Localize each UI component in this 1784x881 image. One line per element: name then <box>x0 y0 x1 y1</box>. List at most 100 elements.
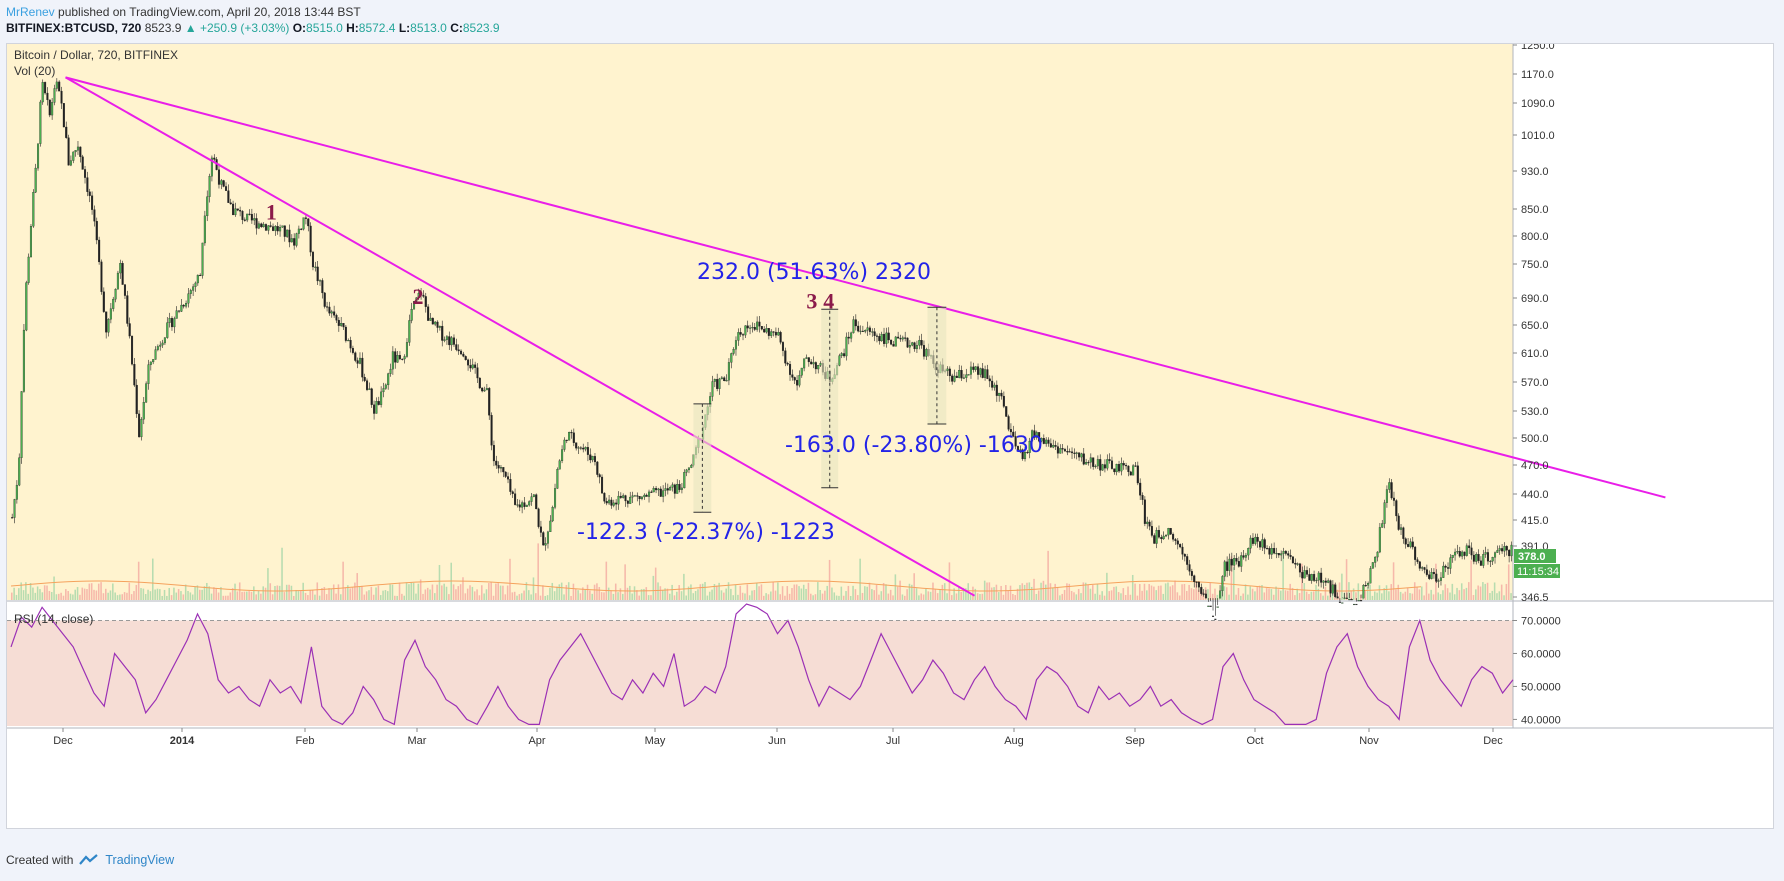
candle-body <box>972 366 975 370</box>
candle-body <box>1099 459 1102 471</box>
candle-body <box>11 517 14 519</box>
candle-body <box>800 367 803 376</box>
candle-body <box>1068 451 1071 453</box>
volume-bar <box>499 585 502 600</box>
volume-indicator-title: Vol (20) <box>14 64 55 78</box>
volume-bar <box>1023 584 1026 600</box>
volume-bar <box>734 584 737 600</box>
candle-body <box>1026 452 1029 454</box>
trendlines[interactable] <box>65 76 1666 597</box>
candle-body <box>1014 436 1017 447</box>
volume-bar <box>1120 593 1122 600</box>
candle-body <box>1449 557 1452 569</box>
volume-bar <box>1446 588 1449 600</box>
volume-bar <box>770 591 772 600</box>
measurements[interactable]: -122.3 (-22.37%) -1223 232.0 (51.63%) 232… <box>577 260 1043 545</box>
volume-bar <box>1319 593 1322 600</box>
candle-body <box>1428 574 1431 579</box>
volume-bar <box>1477 585 1479 600</box>
candle-body <box>13 499 16 518</box>
candle-body <box>377 401 380 405</box>
chart-frame[interactable]: -122.3 (-22.37%) -1223 232.0 (51.63%) 232… <box>6 43 1774 829</box>
candle-body <box>1242 555 1245 558</box>
volume-bar <box>485 589 488 600</box>
candle-body <box>382 388 385 393</box>
volume-bar <box>1146 590 1148 600</box>
candle-body <box>1160 537 1163 540</box>
price-chart[interactable]: -122.3 (-22.37%) -1223 232.0 (51.63%) 232… <box>7 44 1773 828</box>
candle-body <box>589 454 592 461</box>
candle-body <box>354 352 357 361</box>
candle-body <box>1282 551 1285 554</box>
candle-body <box>412 301 416 310</box>
candle-body <box>131 335 134 365</box>
volume-bar <box>65 589 67 600</box>
volume-bar <box>1378 585 1381 600</box>
volume-bar <box>513 591 516 600</box>
volume-bar <box>1221 586 1223 600</box>
volume-bar <box>260 593 262 600</box>
candle-body <box>1378 527 1381 553</box>
volume-bar <box>1439 594 1442 600</box>
volume-bar <box>1463 589 1465 600</box>
candle-body <box>351 347 354 353</box>
volume-bar <box>925 588 927 600</box>
candle-body <box>490 415 493 446</box>
tradingview-brand[interactable]: TradingView <box>105 853 175 867</box>
candle-body <box>1477 554 1480 561</box>
candle-body <box>521 502 524 508</box>
volume-bar <box>629 585 631 600</box>
volume-bar <box>36 586 39 600</box>
volume-bar <box>1143 583 1146 600</box>
candle-body <box>1486 552 1489 562</box>
candle-body <box>1042 438 1045 444</box>
volume-bar <box>1390 584 1392 600</box>
candle-body <box>112 298 115 309</box>
candle-body <box>629 496 632 504</box>
volume-bar <box>196 585 199 600</box>
volume-bar <box>302 582 304 600</box>
candle-body <box>166 322 169 338</box>
volume-bar <box>20 582 22 600</box>
volume-bar <box>929 591 932 600</box>
candle-body <box>483 389 486 392</box>
candle-body <box>544 543 547 546</box>
volume-bar <box>351 587 354 600</box>
volume-bar <box>1106 572 1108 600</box>
candle-body <box>1414 546 1417 560</box>
candle-body <box>570 432 573 434</box>
volume-bar <box>889 589 892 600</box>
author-link[interactable]: MrRenev <box>6 5 55 19</box>
volume-bar <box>1341 573 1343 600</box>
volume-bar <box>1047 550 1049 600</box>
candle-body <box>817 365 820 370</box>
volume-bar <box>998 592 1000 600</box>
volume-bar <box>459 584 462 600</box>
volume-bar <box>438 564 441 600</box>
volume-bar <box>915 588 918 600</box>
candle-body <box>1129 471 1132 476</box>
candle-body <box>175 310 178 319</box>
volume-bar <box>673 595 676 600</box>
volume-bar <box>370 586 373 600</box>
candle-body <box>1444 565 1447 568</box>
candle-body <box>955 375 958 378</box>
candle-body <box>243 219 246 221</box>
volume-bar <box>875 584 878 600</box>
volume-bar <box>417 583 420 600</box>
volume-bar <box>833 592 836 600</box>
volume-bar <box>1209 582 1212 600</box>
candle-body <box>749 327 752 329</box>
candle-body <box>302 217 305 230</box>
volume-bar <box>737 594 739 600</box>
volume-bar <box>671 584 673 600</box>
candle-body <box>156 346 159 350</box>
candle-body <box>1261 539 1264 548</box>
volume-bar <box>330 588 333 600</box>
volume-bar <box>281 547 283 600</box>
volume-bar <box>1421 586 1423 600</box>
candle-body <box>1240 555 1243 567</box>
volume-bar <box>398 582 401 600</box>
volume-bar <box>936 593 939 600</box>
volume-bar <box>342 561 344 600</box>
